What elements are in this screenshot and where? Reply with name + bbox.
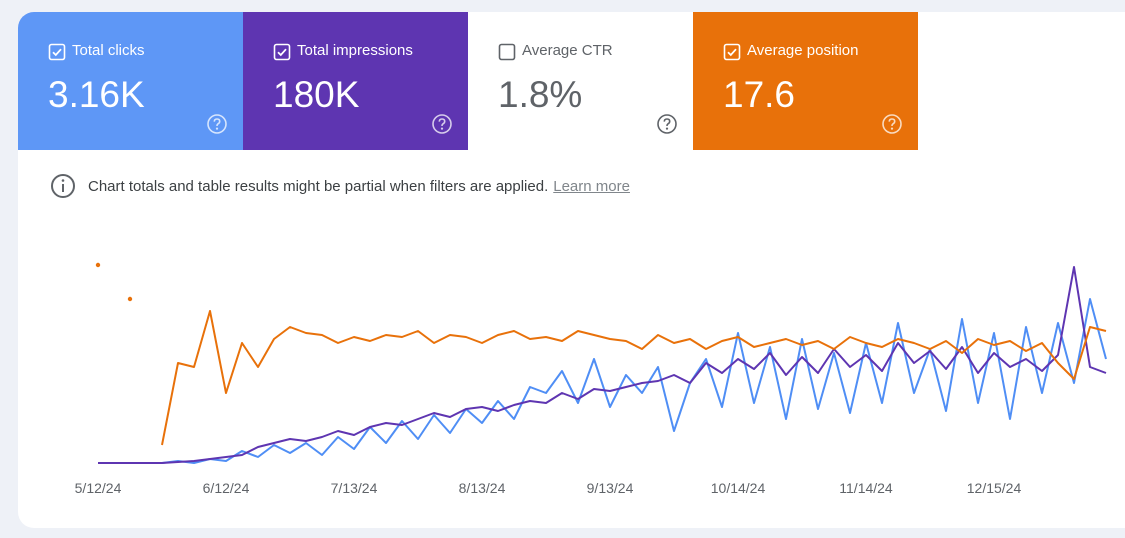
metric-value: 17.6 (723, 74, 796, 115)
x-tick-label: 10/14/24 (711, 480, 766, 496)
notice: Chart totals and table results might be … (50, 173, 630, 199)
help-mark (438, 118, 446, 127)
help-circle (657, 114, 677, 134)
x-tick-label: 6/12/24 (203, 480, 250, 496)
metric-label: Average position (747, 42, 859, 59)
checkbox-box (48, 43, 66, 61)
metric-label: Total clicks (72, 42, 145, 59)
metric-label: Average CTR (522, 42, 613, 59)
help-circle (882, 114, 902, 134)
performance-panel: Total clicks 3.16K Total impressions 180K Av… (18, 12, 1125, 528)
series-line (98, 298, 1107, 464)
x-tick-label: 11/14/24 (839, 480, 893, 496)
metric-card[interactable]: Average CTR 1.8% (468, 12, 693, 150)
help-icon (882, 114, 902, 134)
metric-card[interactable]: Average position 17.6 (693, 12, 918, 150)
checkbox-box (273, 43, 291, 61)
line-point (95, 262, 101, 268)
help-icon (207, 114, 227, 134)
checkbox (273, 43, 291, 61)
metric-cards: Total clicks 3.16K Total impressions 180K Av… (18, 12, 918, 150)
help-dot (215, 127, 219, 130)
checkbox-box (723, 43, 741, 61)
series-line (98, 266, 1107, 464)
help-mark (213, 118, 221, 127)
help-mark (888, 118, 896, 127)
checkbox-check (277, 48, 287, 57)
x-tick-label: 9/13/24 (587, 480, 634, 496)
x-tick-label: 8/13/24 (459, 480, 506, 496)
help-dot (890, 127, 894, 130)
metric-card[interactable]: Total impressions 180K (243, 12, 468, 150)
metric-card[interactable]: Total clicks 3.16K (18, 12, 243, 150)
help-dot (665, 127, 669, 130)
help-dot (440, 127, 444, 130)
checkbox (498, 43, 516, 61)
checkbox (48, 43, 66, 61)
x-tick-label: 12/15/24 (967, 480, 1022, 496)
chart: 5/12/24 6/12/24 7/13/24 8/13/24 9/13/24 10/14… (75, 262, 1107, 496)
notice-text: Chart totals and table results might be … (88, 177, 549, 195)
series-line (161, 310, 1107, 446)
help-icon (657, 114, 677, 134)
metric-label: Total impressions (297, 42, 413, 59)
help-circle (207, 114, 227, 134)
metric-value: 1.8% (498, 74, 583, 115)
checkbox-check (727, 48, 737, 57)
x-tick-label: 5/12/24 (75, 480, 122, 496)
help-icon (432, 114, 452, 134)
learn-more-link[interactable]: Learn more (553, 177, 630, 195)
metric-value: 3.16K (48, 74, 145, 115)
help-mark (663, 118, 671, 127)
line-point (127, 296, 133, 302)
checkbox-box (498, 43, 516, 61)
checkbox-check (52, 48, 62, 57)
metric-value: 180K (273, 74, 360, 115)
x-tick-label: 7/13/24 (331, 480, 378, 496)
help-circle (432, 114, 452, 134)
checkbox (723, 43, 741, 61)
info-icon (51, 174, 75, 198)
